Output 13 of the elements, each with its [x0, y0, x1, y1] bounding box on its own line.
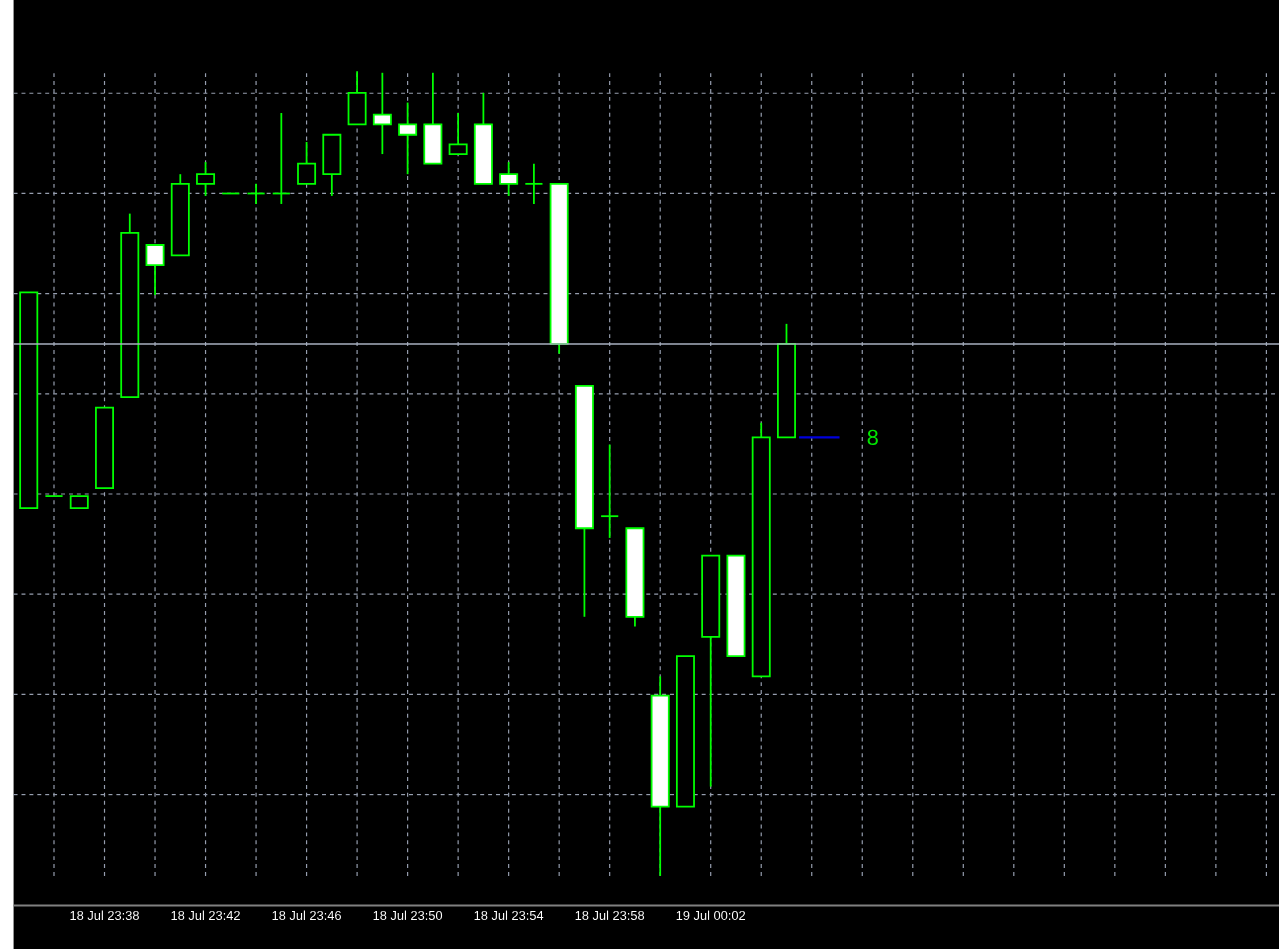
candlestick [448, 112, 468, 156]
candlestick [196, 161, 216, 198]
candlestick [347, 70, 367, 126]
candlestick [600, 444, 620, 540]
candlestick [499, 161, 519, 198]
text: 8 [867, 430, 878, 446]
candlestick [297, 141, 317, 186]
candlestick [322, 134, 342, 198]
candlestick [423, 72, 443, 166]
candlestick [372, 72, 392, 156]
candlestick [398, 102, 418, 176]
candlestick [524, 163, 544, 206]
candlestick [145, 244, 165, 297]
